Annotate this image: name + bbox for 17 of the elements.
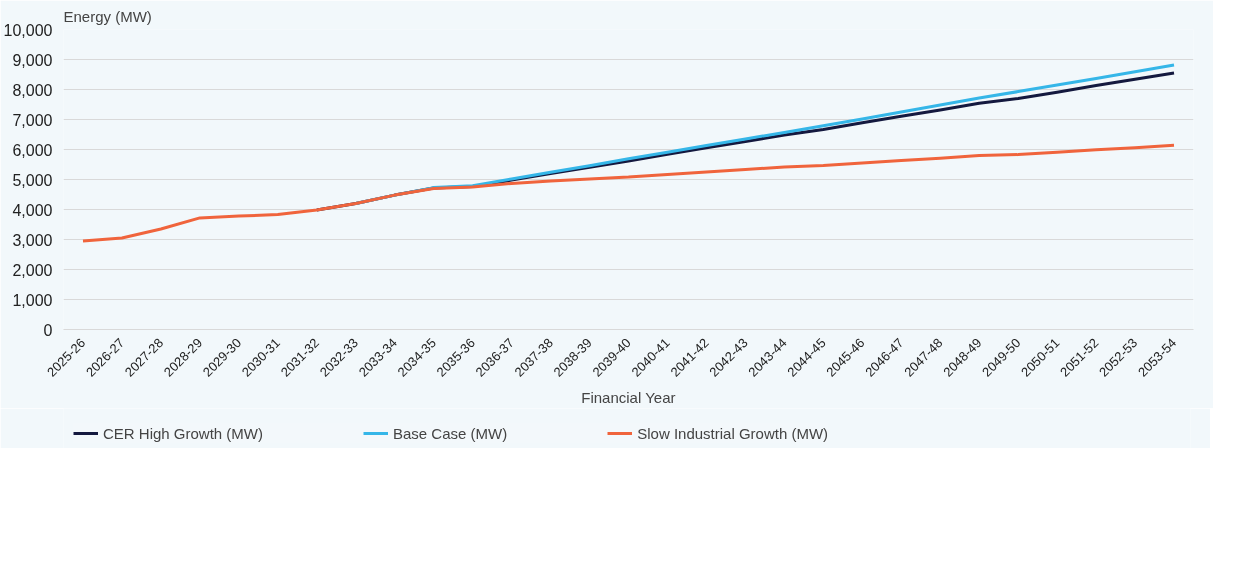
y-tick-label: 4,000 — [12, 201, 53, 219]
y-tick-label: 3,000 — [12, 231, 53, 249]
y-axis-title: Energy (MW) — [63, 7, 152, 25]
y-tick-label: 0 — [43, 321, 53, 339]
legend-label: Base Case (MW) — [393, 424, 508, 442]
y-tick-label: 7,000 — [12, 111, 53, 129]
y-tick-label: 5,000 — [12, 171, 53, 189]
legend-label: Slow Industrial Growth (MW) — [637, 424, 829, 442]
y-tick-label: 6,000 — [12, 141, 53, 159]
legend-label: CER High Growth (MW) — [103, 424, 264, 442]
y-tick-label: 9,000 — [12, 51, 53, 69]
y-tick-label: 10,000 — [3, 21, 53, 39]
y-tick-label: 1,000 — [12, 291, 53, 309]
y-tick-label: 2,000 — [12, 261, 53, 279]
y-tick-label: 8,000 — [12, 81, 53, 99]
x-axis-title: Financial Year — [581, 388, 676, 406]
line-series — [81, 143, 1176, 243]
